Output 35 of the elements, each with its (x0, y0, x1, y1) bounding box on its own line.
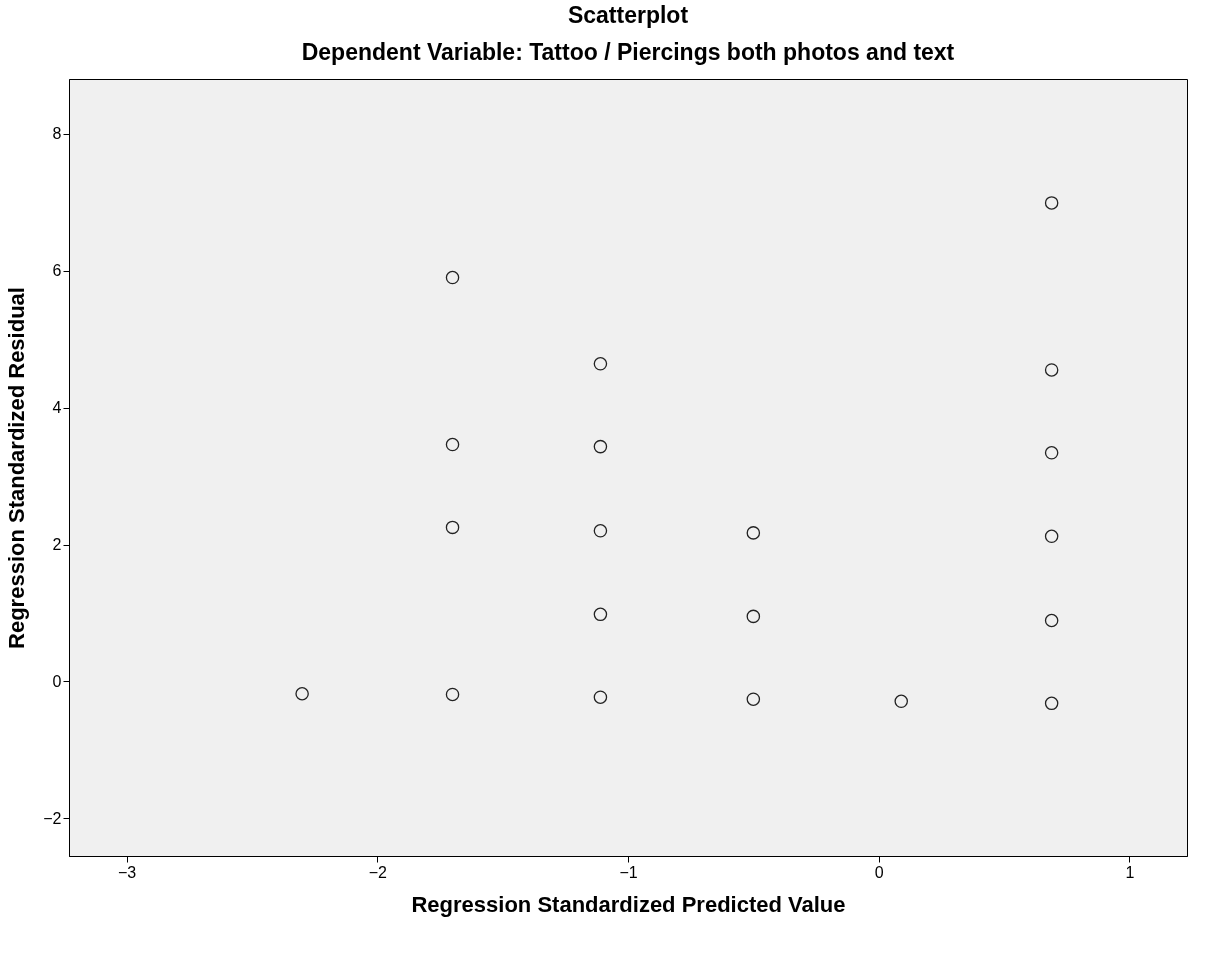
y-tick-label: 2 (52, 536, 62, 554)
point (295, 686, 309, 701)
x-tick-label: −1 (619, 863, 638, 881)
point (445, 270, 460, 285)
y-axis-title: Regression Standardized Residual (4, 287, 30, 649)
point (746, 609, 761, 624)
x-tick-label: −3 (118, 863, 137, 881)
point (746, 692, 761, 706)
y-tick-label: 0 (52, 672, 62, 690)
point (593, 607, 608, 622)
point (1044, 529, 1059, 544)
x-tick-label: 0 (874, 863, 884, 881)
point (1044, 446, 1059, 460)
y-tick-label: 6 (52, 262, 62, 280)
chart-title: Scatterplot (567, 2, 689, 28)
point (1044, 196, 1059, 210)
point (746, 526, 761, 540)
point (593, 524, 608, 538)
point (445, 520, 460, 535)
point (593, 357, 608, 371)
point (445, 437, 460, 452)
point (1044, 363, 1059, 377)
point (445, 687, 460, 702)
point (894, 694, 909, 709)
point (1044, 613, 1059, 628)
x-tick-label: 1 (1125, 863, 1135, 881)
point (593, 690, 608, 704)
point (1044, 696, 1059, 711)
point (593, 439, 608, 454)
y-tick-label: −2 (43, 809, 62, 827)
x-axis-title: Regression Standardized Predicted Value (411, 891, 846, 917)
y-tick-label: 4 (52, 399, 62, 417)
y-tick-label: 8 (52, 125, 62, 143)
x-tick-label: −2 (368, 863, 388, 881)
chart-subtitle: Dependent Variable: Tattoo / Piercings both photos and text (301, 39, 955, 65)
